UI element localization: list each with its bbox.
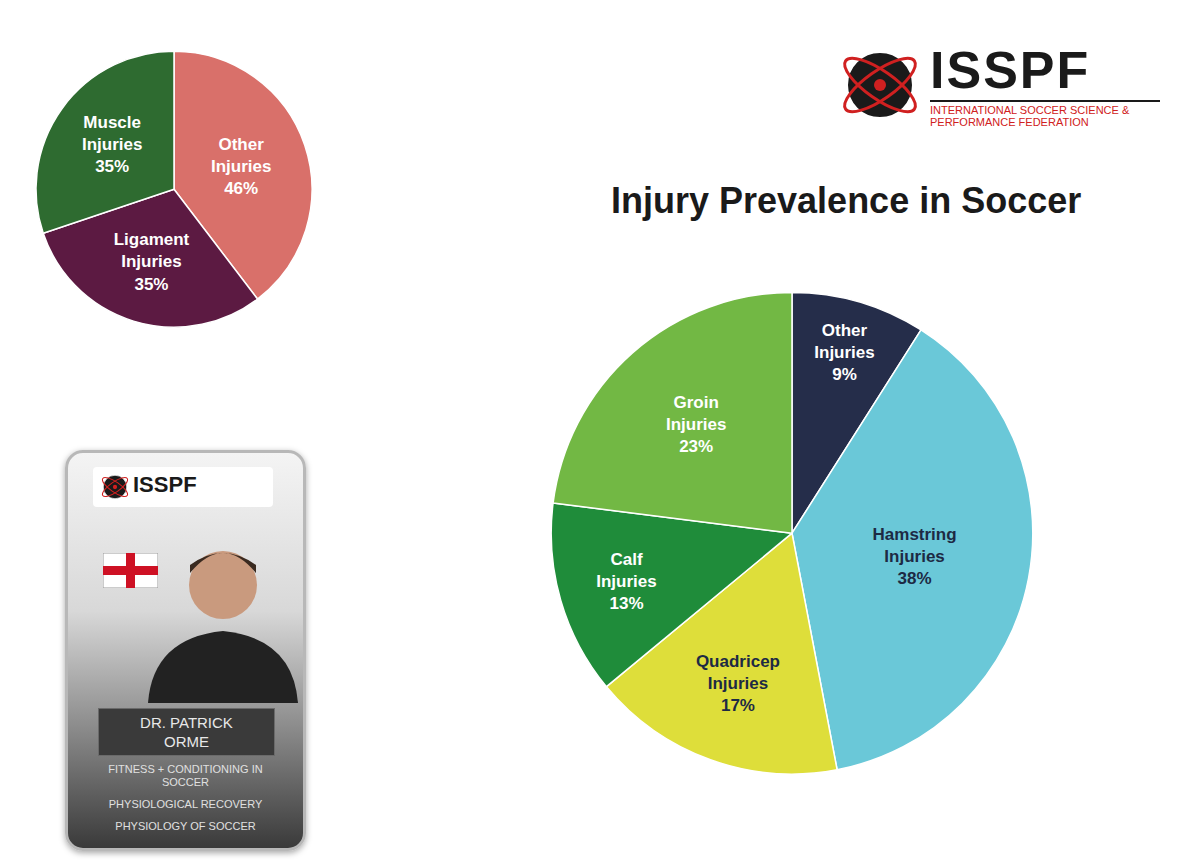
html-text:PHYSIOLOGY OF SOCCER: PHYSIOLOGY OF SOCCER: [115, 820, 256, 832]
html-text:PHYSIOLOGICAL RECOVERY: PHYSIOLOGICAL RECOVERY: [108, 798, 263, 810]
svg-text:HamstringInjuries38%: HamstringInjuries38%: [873, 525, 957, 588]
html-text:ISSPF: ISSPF: [930, 41, 1091, 99]
svg-text:QuadricepInjuries17%: QuadricepInjuries17%: [696, 652, 780, 715]
svg-text:MuscleInjuries35%: MuscleInjuries35%: [82, 113, 142, 176]
svg-text:GroinInjuries23%: GroinInjuries23%: [666, 393, 726, 456]
html-text:DR. PATRICK ORME: DR. PATRICK ORME: [140, 714, 233, 750]
svg-text:OtherInjuries46%: OtherInjuries46%: [211, 135, 271, 198]
svg-text:OtherInjuries9%: OtherInjuries9%: [814, 321, 874, 384]
svg-text:Injury Prevalence in Soccer: Injury Prevalence in Soccer: [611, 180, 1081, 221]
html-text:INTERNATIONAL SOCCER SCIENCE &: INTERNATIONAL SOCCER SCIENCE & PERFORMAN…: [930, 104, 1130, 128]
html-text:FITNESS + CONDITIONING IN SOCC: FITNESS + CONDITIONING IN SOCCER: [108, 763, 263, 788]
html-text:ISSPF: ISSPF: [133, 472, 197, 497]
svg-text:LigamentInjuries35%: LigamentInjuries35%: [114, 230, 190, 293]
svg-text:CalfInjuries13%: CalfInjuries13%: [596, 550, 656, 613]
